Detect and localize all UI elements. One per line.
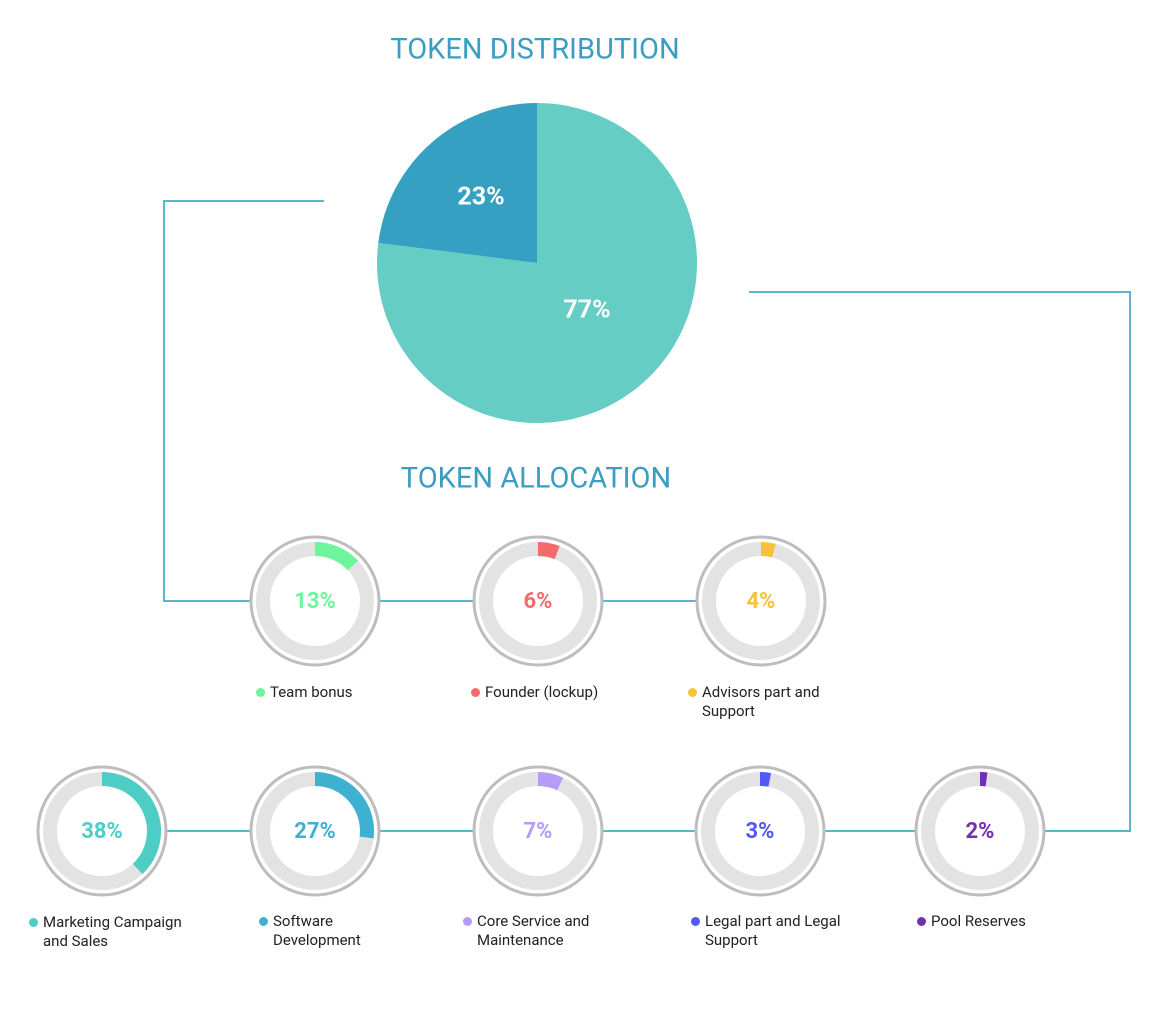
chart-title: TOKEN ALLOCATION xyxy=(401,462,671,496)
value-label: 27% xyxy=(294,819,336,844)
legend-label: Pool Reserves xyxy=(931,912,1026,930)
value-label: 4% xyxy=(747,589,776,614)
gauge-arc xyxy=(314,542,359,571)
legend-item: Team bonus xyxy=(256,683,420,702)
legend-label: Legal part and Legal Support xyxy=(705,912,841,949)
legend-item: Legal part and Legal Support xyxy=(691,912,855,950)
value-label: 6% xyxy=(524,589,553,614)
chart-title: TOKEN DISTRIBUTION xyxy=(390,33,679,67)
value-label: 23% xyxy=(457,183,504,212)
pie-slice xyxy=(378,103,537,263)
gauge-arc xyxy=(314,772,374,839)
legend-marker xyxy=(471,688,480,697)
value-label: 77% xyxy=(563,296,610,325)
legend-marker xyxy=(256,688,265,697)
value-label: 3% xyxy=(746,819,775,844)
legend-item: Core Service and Maintenance xyxy=(463,912,627,950)
legend-label: Advisors part and Support xyxy=(702,683,820,720)
legend-item: Marketing Campaign and Sales xyxy=(29,913,193,951)
legend-label: Core Service and Maintenance xyxy=(477,912,590,949)
legend-label: Team bonus xyxy=(270,683,353,701)
legend-marker xyxy=(259,917,268,926)
gauge-arc xyxy=(759,772,772,787)
legend-item: Software Development xyxy=(259,912,423,950)
legend-label: Founder (lockup) xyxy=(485,683,599,701)
gauge-arc xyxy=(537,542,560,560)
legend-label: Software Development xyxy=(273,912,361,949)
legend-marker xyxy=(29,918,38,927)
legend-item: Pool Reserves xyxy=(917,912,1081,931)
legend-item: Advisors part and Support xyxy=(688,683,842,721)
gauge-arc xyxy=(760,542,776,558)
legend-marker xyxy=(691,917,700,926)
gauge-arc xyxy=(101,772,161,875)
legend-marker xyxy=(917,917,926,926)
legend-item: Founder (lockup) xyxy=(471,683,635,702)
value-label: 38% xyxy=(81,819,123,844)
connectors xyxy=(163,200,1131,832)
legend-label: Marketing Campaign and Sales xyxy=(43,913,182,950)
value-label: 13% xyxy=(294,589,336,614)
value-label: 2% xyxy=(966,819,995,844)
gauge-arc xyxy=(537,772,564,791)
legend-marker xyxy=(463,917,472,926)
legend-marker xyxy=(688,688,697,697)
value-label: 7% xyxy=(524,819,553,844)
pie-slice xyxy=(376,103,698,424)
